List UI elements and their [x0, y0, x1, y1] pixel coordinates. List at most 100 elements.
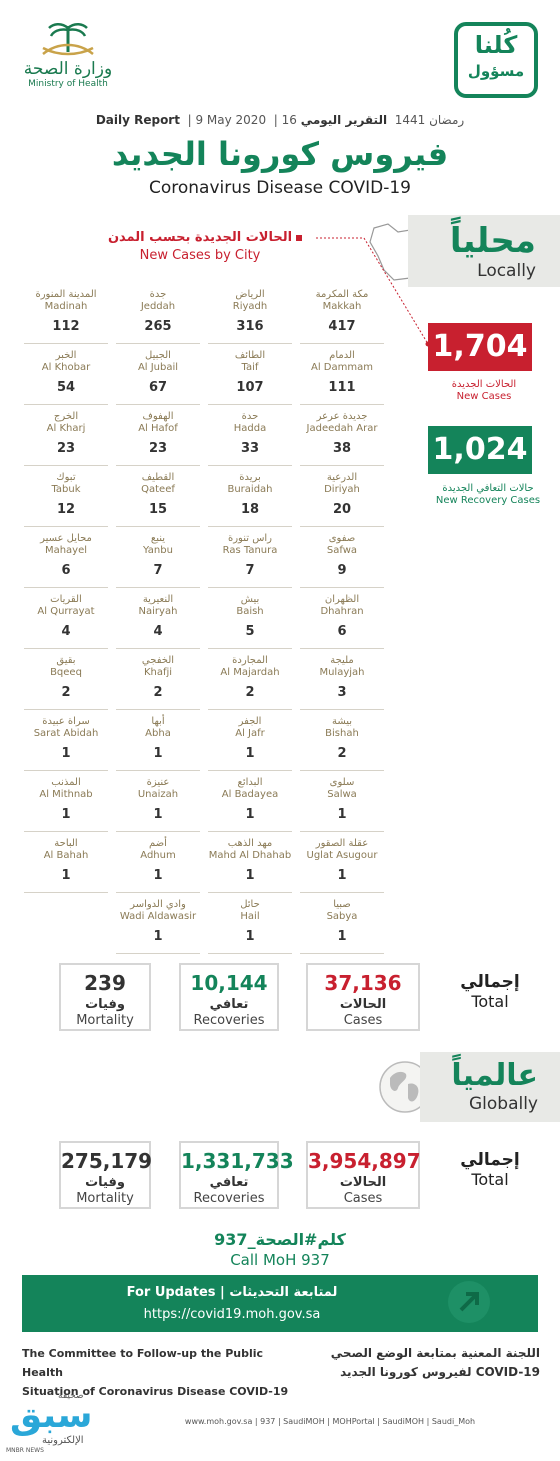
global-recoveries-en: Recoveries [193, 1191, 265, 1206]
city-case-count: 20 [332, 502, 352, 517]
city-name-ar: عنيزة [146, 777, 170, 788]
city-name-en: Yanbu [143, 545, 173, 556]
palm-swords-icon [42, 23, 94, 56]
city-name-en: Hail [240, 911, 260, 922]
city-name-en: Sabya [326, 911, 358, 922]
city-case-count: 1 [61, 807, 71, 822]
local-recoveries-value: 10,144 [190, 971, 268, 995]
city-case-count: 15 [148, 502, 168, 517]
globally-label-en: Globally [468, 1094, 538, 1114]
city-cell: مليجة Mulayjah 3 [300, 649, 384, 710]
new-cases-label: الحالات الجديدة New Cases [414, 379, 554, 403]
city-name-ar: الظهران [324, 594, 360, 605]
locally-banner: محلياً Locally [408, 215, 560, 287]
city-case-count: 1 [245, 746, 255, 761]
city-name-en: Al Kharj [46, 423, 86, 434]
city-case-count: 112 [52, 319, 80, 334]
city-name-en: Tabuk [51, 484, 81, 495]
city-cell: جديدة عرعر Jadeedah Arar 38 [300, 405, 384, 466]
city-name-ar: المذنب [51, 777, 81, 788]
city-name-en: Unaizah [137, 789, 179, 800]
city-case-count: 1 [153, 807, 163, 822]
globally-label-ar: عالمياً [451, 1058, 538, 1093]
city-cell: الظهران Dhahran 6 [300, 588, 384, 649]
city-case-count: 1 [337, 929, 347, 944]
city-name-en: Riyadh [232, 301, 268, 312]
city-cell: حائل Hail 1 [208, 893, 292, 954]
city-name-ar: محايل عسير [40, 533, 92, 544]
city-name-ar: الدرعية [326, 472, 358, 483]
city-cell: بقيق Bqeeq 2 [24, 649, 108, 710]
slogan-logo: كُلنا مسؤول [454, 22, 538, 98]
social-links: www.moh.gov.sa | 937 | SaudiMOH | MOHPor… [184, 1417, 476, 1426]
city-name-ar: القريات [50, 594, 82, 605]
global-total-en: Total [471, 1170, 509, 1189]
city-name-ar: المجاردة [232, 655, 268, 666]
city-cell: صبيا Sabya 1 [300, 893, 384, 954]
city-case-count: 7 [245, 563, 255, 578]
city-case-count: 1 [337, 868, 347, 883]
city-case-count: 316 [236, 319, 264, 334]
city-case-count: 4 [61, 624, 71, 639]
city-case-count: 7 [153, 563, 163, 578]
global-mortality-ar: وفيات [85, 1175, 125, 1190]
city-name-en: Hadda [233, 423, 267, 434]
city-case-count: 1 [153, 746, 163, 761]
city-name-en: Al Hafof [138, 423, 178, 434]
city-cell: وادي الدواسر Wadi Aldawasir 1 [116, 893, 200, 954]
city-case-count: 1 [245, 868, 255, 883]
city-row: الظهران Dhahran 6 بيش Baish 5 النعيرية Nairyah 4… [20, 588, 388, 649]
city-name-ar: الجبيل [145, 350, 171, 361]
city-case-count: 107 [236, 380, 264, 395]
city-case-count: 67 [148, 380, 168, 395]
new-cases-label-ar: الحالات الجديدة [451, 379, 517, 390]
moh-name-ar: وزارة الصحة [23, 59, 113, 79]
bullet-square-icon [296, 234, 303, 241]
city-name-en: Al Khobar [41, 362, 91, 373]
city-cell: أضم Adhum 1 [116, 832, 200, 893]
page-title-ar: فيروس كورونا الجديد [111, 135, 449, 173]
city-case-count: 18 [240, 502, 260, 517]
city-name-en: Taif [241, 362, 259, 373]
city-name-en: Qateef [141, 484, 175, 495]
city-cell: عنيزة Unaizah 1 [116, 771, 200, 832]
city-name-ar: الخبر [55, 350, 77, 361]
city-cell: مكة المكرمة Makkah 417 [300, 283, 384, 344]
city-name-en: Jadeedah Arar [306, 423, 378, 434]
global-cases-ar: الحالات [339, 1175, 387, 1190]
city-name-ar: جديدة عرعر [316, 411, 368, 422]
city-name-en: Abha [145, 728, 171, 739]
city-name-ar: الطائف [234, 350, 266, 361]
local-mortality-en: Mortality [76, 1013, 134, 1028]
city-name-ar: المدينة المنورة [35, 289, 97, 300]
city-name-ar: الدمام [329, 350, 355, 361]
city-name-en: Al Mithnab [39, 789, 93, 800]
city-cell: بيش Baish 5 [208, 588, 292, 649]
city-name-ar: وادي الدواسر [130, 899, 186, 910]
city-case-count: 2 [61, 685, 71, 700]
committee-ar: اللجنة المعنية بمتابعة الوضع الصحي لفيرو… [300, 1344, 540, 1382]
city-name-en: Madinah [44, 301, 88, 312]
city-name-en: Al Bahah [43, 850, 89, 861]
city-row: صفوى Safwa 9 راس تنورة Ras Tanura 7 ينبع Yanbu 7… [20, 527, 388, 588]
city-case-count: 23 [56, 441, 76, 456]
city-row: جديدة عرعر Jadeedah Arar 38 حدة Hadda 33 الهفو… [20, 405, 388, 466]
city-name-en: Adhum [140, 850, 176, 861]
new-recoveries-label-ar: حالات التعافي الجديدة [442, 483, 534, 494]
city-cell: الدرعية Diriyah 20 [300, 466, 384, 527]
slogan-line1: كُلنا [474, 31, 518, 59]
gregorian-date: 9 May 2020 [195, 113, 267, 127]
city-grid: مكة المكرمة Makkah 417 الرياض Riyadh 316 جدة Je… [20, 283, 388, 954]
city-heading-en: New Cases by City [139, 248, 261, 263]
watermark-top: صحيفة [58, 1391, 84, 1401]
city-name-en: Sarat Abidah [33, 728, 99, 739]
slogan-line2: مسؤول [467, 62, 525, 80]
updates-url-link[interactable]: https://covid19.moh.gov.sa [143, 1307, 321, 1322]
city-cell: المجاردة Al Majardah 2 [208, 649, 292, 710]
city-name-ar: النعيرية [142, 594, 174, 605]
city-row: عقلة الصقور Uglat Asugour 1 مهد الذهب Mahd A… [20, 832, 388, 893]
city-name-ar: بقيق [56, 655, 76, 666]
city-case-count: 6 [337, 624, 347, 639]
updates-banner[interactable]: For Updates | لمتابعة التحديثات https://… [22, 1275, 538, 1332]
city-name-ar: تبوك [56, 472, 76, 483]
